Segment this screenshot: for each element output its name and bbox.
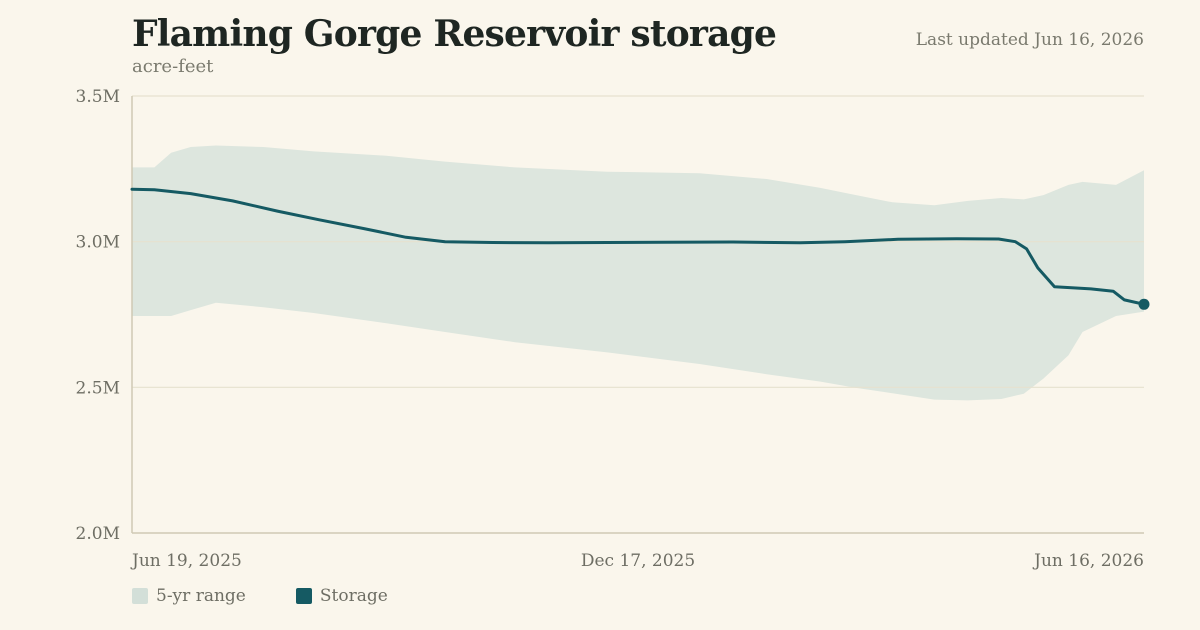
- range-band: [132, 145, 1144, 401]
- y-tick-label-3: 2.0M: [76, 524, 120, 544]
- x-tick-label-2: Jun 16, 2026: [1032, 551, 1144, 571]
- y-tick-label-2: 2.5M: [76, 378, 120, 398]
- legend-swatch-storage: [295, 588, 312, 604]
- x-tick-label-0: Jun 19, 2025: [130, 551, 242, 571]
- chart-title: Flaming Gorge Reservoir storage: [132, 13, 777, 55]
- y-tick-label-1: 3.0M: [76, 233, 120, 253]
- last-updated-label: Last updated Jun 16, 2026: [915, 30, 1144, 50]
- x-tick-label-1: Dec 17, 2025: [581, 551, 695, 571]
- legend-swatch-range: [132, 588, 148, 604]
- legend-item-storage: Storage: [295, 586, 388, 606]
- legend-label-range: 5-yr range: [156, 586, 246, 606]
- legend: 5-yr range Storage: [132, 586, 388, 606]
- legend-item-range: 5-yr range: [132, 586, 246, 606]
- storage-end-point: [1138, 298, 1150, 310]
- chart-subtitle: acre-feet: [132, 56, 214, 77]
- y-tick-label-0: 3.5M: [76, 87, 120, 107]
- legend-label-storage: Storage: [319, 586, 388, 606]
- storage-line: [130, 187, 1146, 306]
